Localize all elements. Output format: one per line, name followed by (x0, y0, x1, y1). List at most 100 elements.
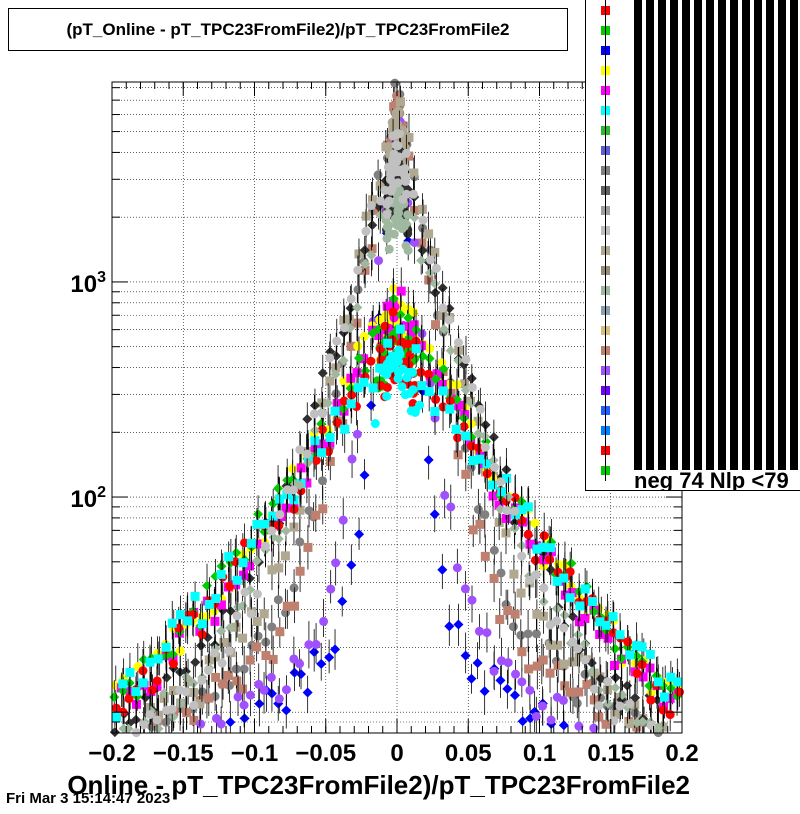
data-point (254, 679, 264, 689)
data-point (552, 616, 562, 626)
data-point (396, 97, 406, 107)
data-point (467, 441, 477, 451)
data-point (665, 710, 675, 720)
data-point (404, 132, 414, 142)
x-tick-label: 0.15 (587, 740, 634, 767)
data-point (347, 390, 357, 400)
data-point (417, 238, 427, 248)
data-point (401, 148, 411, 158)
data-point (672, 677, 682, 687)
data-point (353, 383, 363, 393)
data-point (318, 504, 328, 514)
data-point (509, 569, 519, 579)
data-point (353, 341, 363, 351)
data-point (368, 195, 378, 205)
data-point (190, 591, 200, 601)
legend-text-block (658, 0, 666, 470)
data-point (202, 580, 213, 591)
data-point (289, 485, 299, 495)
data-point (444, 303, 455, 314)
data-point (645, 649, 655, 659)
data-point (266, 688, 277, 699)
data-point (352, 368, 362, 378)
data-point (473, 504, 483, 514)
data-point (632, 641, 642, 651)
data-point (401, 241, 411, 251)
legend-text-block (778, 0, 786, 470)
data-point (432, 369, 442, 379)
data-point (384, 359, 394, 369)
data-point (609, 660, 619, 670)
data-point (466, 373, 477, 384)
data-point (560, 681, 570, 691)
data-point (574, 721, 584, 731)
data-point (451, 424, 461, 434)
data-point (388, 307, 398, 317)
legend-text-block (718, 0, 726, 470)
data-point (431, 394, 441, 404)
data-point (309, 409, 319, 419)
data-point (161, 717, 171, 727)
data-point (353, 265, 363, 275)
data-point (580, 584, 590, 594)
data-point (525, 575, 535, 585)
data-point (153, 654, 163, 664)
data-point (545, 640, 555, 650)
data-point (218, 679, 228, 689)
data-point (516, 630, 526, 640)
data-point (238, 558, 248, 568)
data-point (658, 705, 668, 715)
data-point (539, 583, 549, 593)
data-point (418, 215, 428, 225)
data-point (401, 176, 411, 186)
data-point (359, 245, 370, 256)
data-point (253, 509, 264, 520)
data-point (211, 594, 221, 604)
data-point (532, 609, 542, 619)
data-point (460, 379, 470, 389)
data-point (397, 382, 407, 392)
data-point (666, 672, 676, 682)
y-tick-label: 103 (70, 269, 106, 298)
data-point (273, 595, 283, 605)
data-point (304, 506, 314, 516)
data-point (453, 433, 463, 443)
data-point (319, 616, 329, 626)
data-point (502, 506, 512, 516)
data-point (353, 285, 363, 295)
data-point (340, 323, 350, 333)
data-point (382, 209, 392, 219)
data-point (148, 685, 158, 695)
data-point (366, 201, 376, 211)
data-point (309, 400, 320, 411)
data-point (289, 583, 299, 593)
data-point (188, 678, 199, 689)
data-point (302, 414, 313, 425)
x-tick-label: −0.15 (153, 740, 214, 767)
data-point (403, 210, 413, 220)
data-point (282, 601, 292, 611)
data-point (281, 705, 292, 716)
data-point (408, 189, 418, 199)
data-point (589, 684, 599, 694)
data-point (538, 542, 548, 552)
data-point (375, 315, 385, 325)
data-point (354, 529, 365, 540)
data-point (416, 367, 426, 377)
data-point (281, 685, 291, 695)
data-point (280, 551, 290, 561)
data-point (545, 668, 555, 678)
x-tick-label: 0.1 (523, 740, 556, 767)
data-point (594, 701, 604, 711)
data-point (340, 424, 350, 434)
data-point (531, 629, 541, 639)
data-point (517, 505, 527, 515)
data-point (211, 672, 221, 682)
legend-text-block (646, 0, 654, 470)
data-point (338, 419, 348, 429)
data-point (302, 457, 313, 468)
data-point (280, 525, 291, 536)
data-point (203, 665, 213, 675)
data-point (631, 717, 642, 728)
data-point (281, 503, 291, 513)
